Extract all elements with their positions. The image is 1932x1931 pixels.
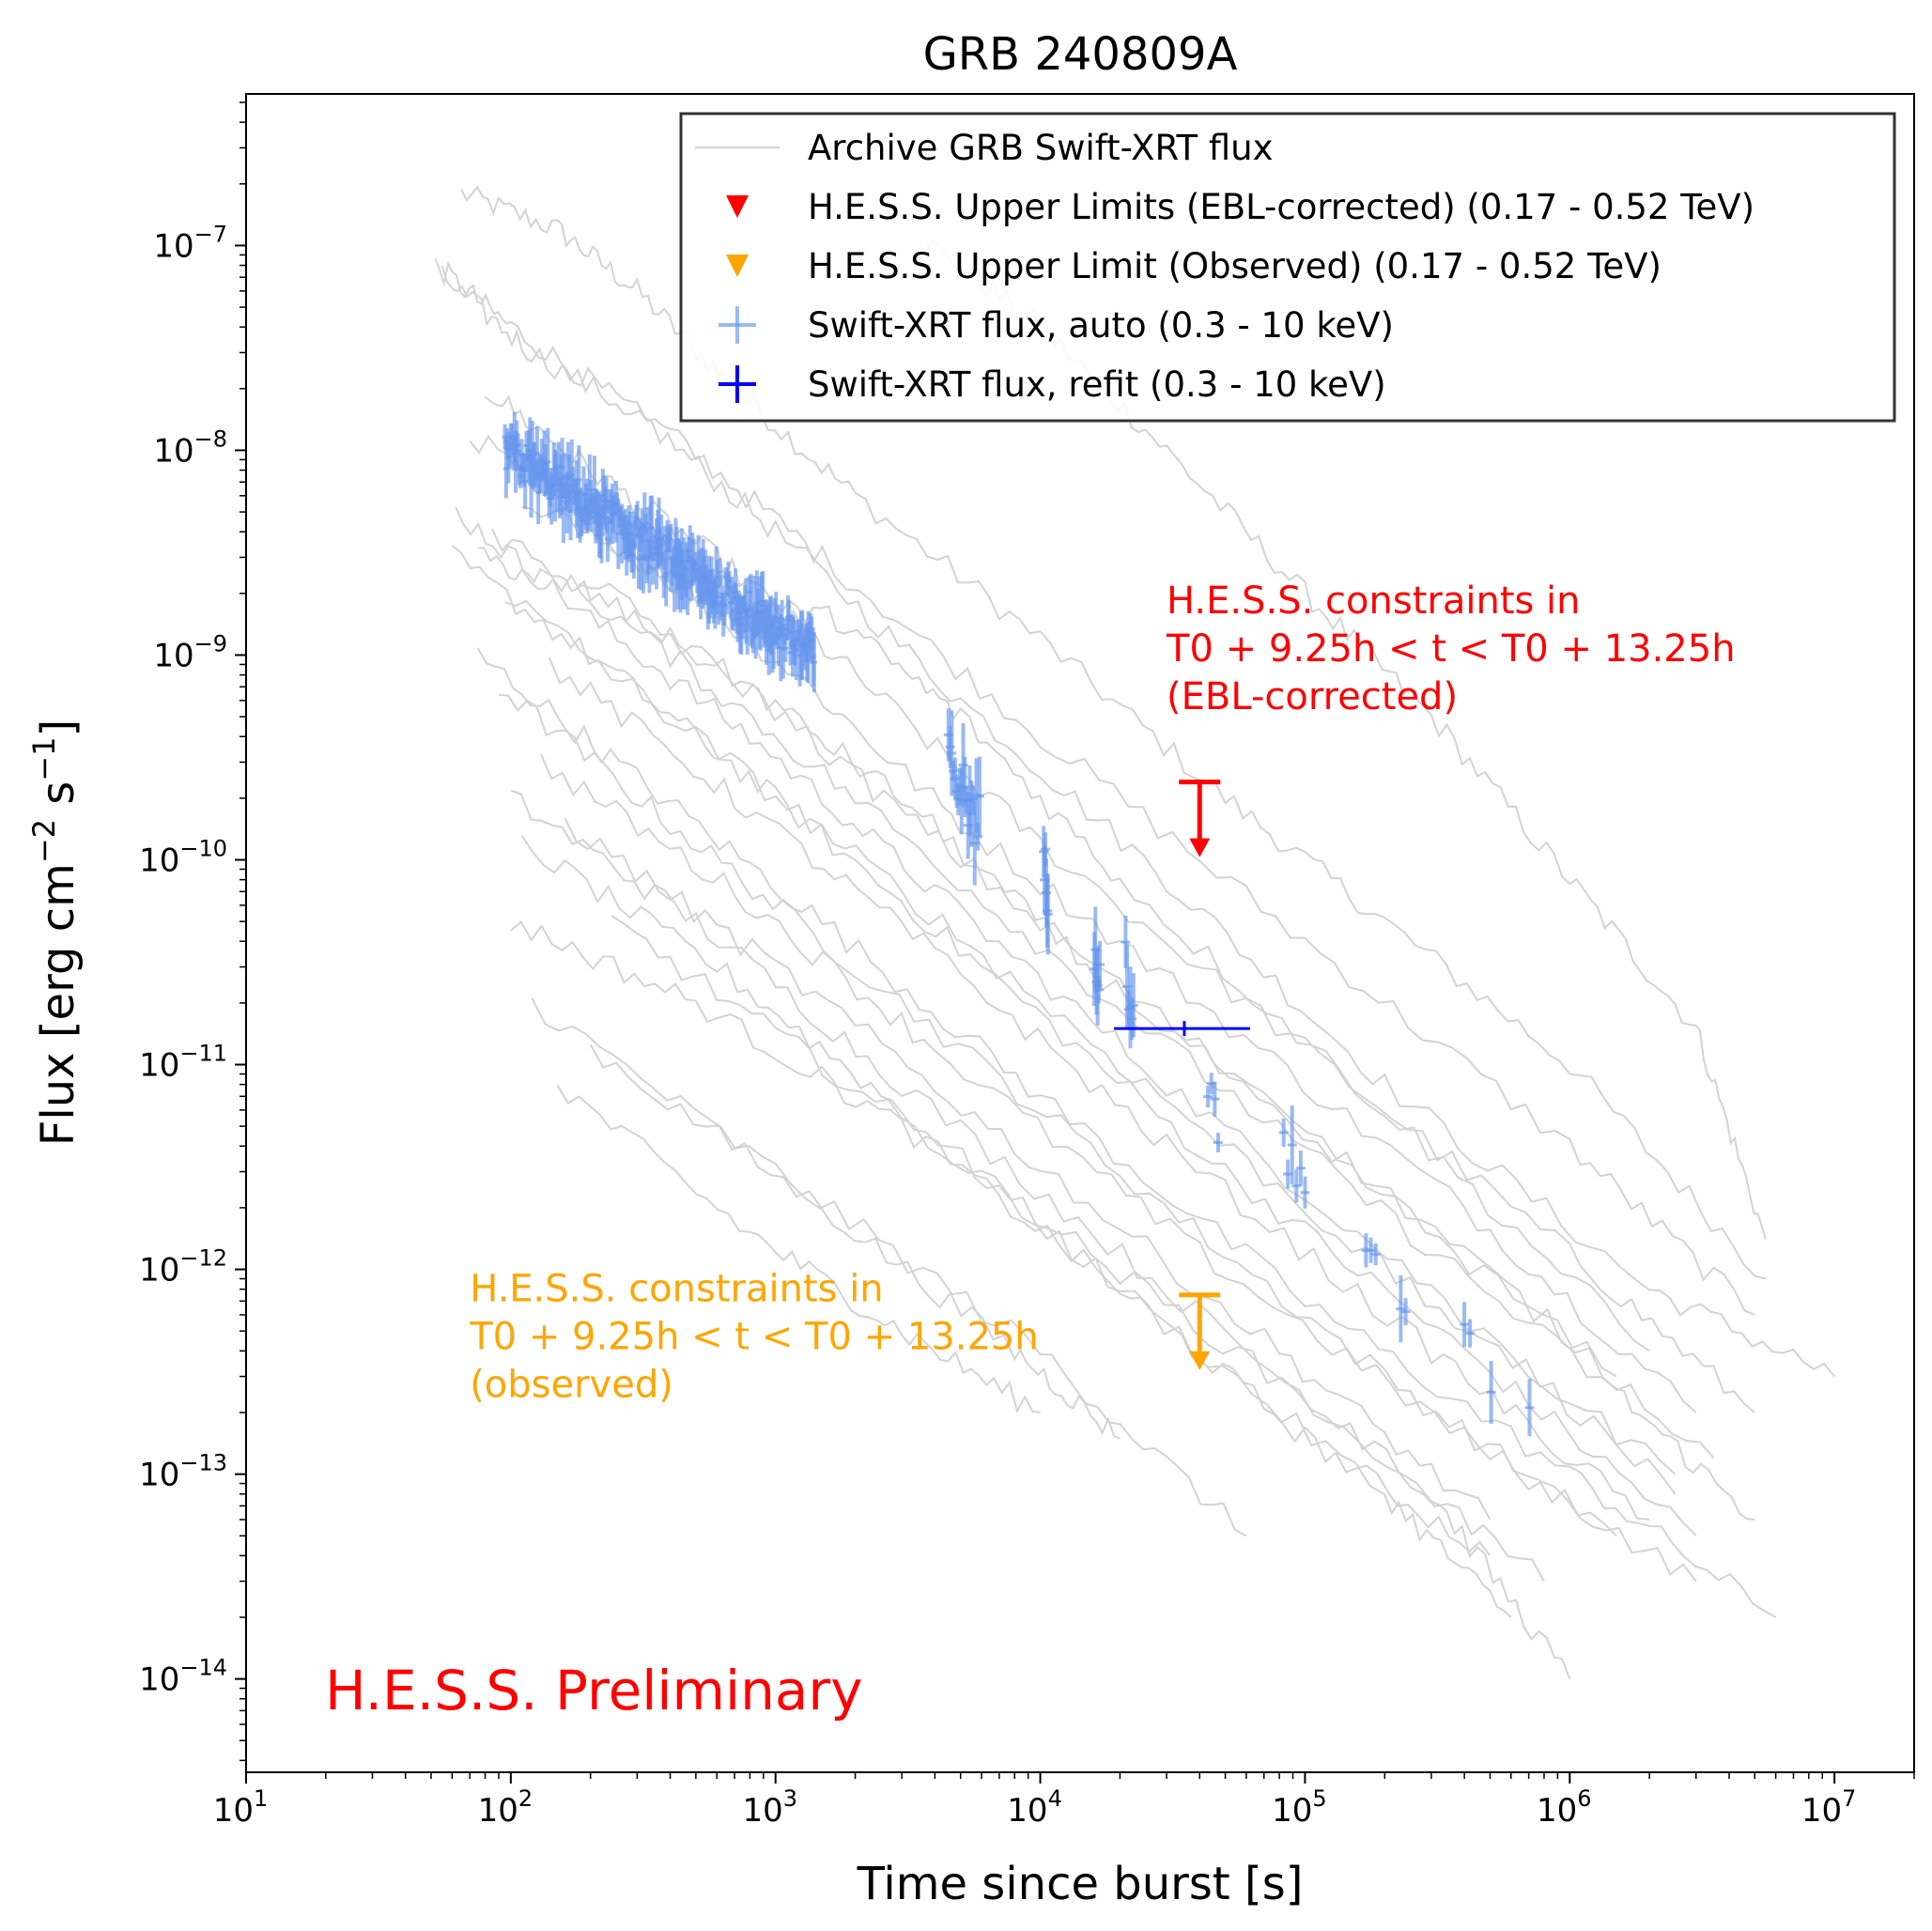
legend-item-1: H.E.S.S. Upper Limits (EBL-corrected) (0… <box>726 187 1754 227</box>
legend-box <box>679 112 1896 423</box>
x-tick-label: 107 <box>1801 1785 1857 1830</box>
y-tick-label: 10−12 <box>139 1245 227 1290</box>
annotation-1-line-0: H.E.S.S. constraints in <box>470 1267 883 1310</box>
legend-item-2: H.E.S.S. Upper Limit (Observed) (0.17 - … <box>726 246 1662 286</box>
legend-label: Swift-XRT flux, refit (0.3 - 10 keV) <box>808 364 1386 405</box>
archive-curve-14 <box>589 1043 1121 1440</box>
y-axis-label-exp2: −1 <box>26 737 62 781</box>
archive-curve-6 <box>455 506 1677 1495</box>
archive-curve-15 <box>510 919 1492 1556</box>
annotation-1-line-2: (observed) <box>470 1363 673 1406</box>
archive-curve-9 <box>498 693 1617 1537</box>
archive-curve-0 <box>460 185 1767 1280</box>
annotation-0-line-2: (EBL-corrected) <box>1167 675 1458 718</box>
y-axis-label-mid: s <box>32 781 85 819</box>
archive-curve-7 <box>451 545 1697 1537</box>
xrt-auto-group-7 <box>1361 1233 1381 1268</box>
y-axis-label-base: Flux [erg cm <box>32 863 85 1146</box>
xrt-auto-group-3 <box>1090 906 1105 1026</box>
y-tick-label: 10−13 <box>139 1450 227 1494</box>
archive-curve-24 <box>477 547 1617 1378</box>
xrt-auto-group-2 <box>1039 826 1053 955</box>
x-tick-label: 101 <box>213 1785 269 1830</box>
legend-label: Archive GRB Swift-XRT flux <box>808 128 1274 168</box>
xrt-auto-group-5 <box>1203 1073 1224 1152</box>
y-axis-label-end: ] <box>32 719 85 737</box>
legend-label: H.E.S.S. Upper Limit (Observed) (0.17 - … <box>808 246 1662 286</box>
annotation-0-line-0: H.E.S.S. constraints in <box>1167 579 1580 623</box>
xrt-auto-group-1 <box>943 708 984 886</box>
x-tick-label: 104 <box>1007 1785 1062 1830</box>
xrt-auto-group-4 <box>1121 915 1138 1049</box>
archive-curve-12 <box>531 997 1247 1537</box>
y-tick-label: 10−9 <box>153 630 227 674</box>
annotation-1-line-1: T0 + 9.25h < t < T0 + 13.25h <box>469 1315 1039 1358</box>
xrt-auto-group-0 <box>502 411 817 693</box>
x-tick-label: 105 <box>1272 1785 1327 1830</box>
axes-frame <box>245 93 1915 1773</box>
archive-curve-2 <box>434 257 1835 1378</box>
archive-curve-18 <box>504 599 1677 1475</box>
xrt-auto-group-10 <box>1486 1361 1496 1424</box>
archive-curve-10 <box>510 789 1571 1679</box>
xrt-auto-group-8 <box>1396 1274 1411 1343</box>
y-tick-label: 10−11 <box>139 1041 227 1085</box>
legend-item-4: Swift-XRT flux, refit (0.3 - 10 keV) <box>719 364 1386 405</box>
y-axis-label: Flux [erg cm−2 s−1] <box>26 719 85 1146</box>
legend: Archive GRB Swift-XRT flux H.E.S.S. Upper… <box>679 112 1896 423</box>
archive-curve-22 <box>578 582 1715 1459</box>
legend-swatch <box>726 195 749 218</box>
legend-item-0: Archive GRB Swift-XRT flux <box>695 128 1274 168</box>
axis-ticks: 101 102 103 104 105 106 107 10−14 10−13 10−12 10−1… <box>139 101 1915 1830</box>
x-tick-label: 106 <box>1537 1785 1592 1830</box>
archive-curve-13 <box>556 1085 1041 1414</box>
archive-curve-16 <box>540 753 1697 1583</box>
archive-curve-8 <box>476 647 1777 1618</box>
x-tick-label: 103 <box>742 1785 797 1830</box>
y-tick-label: 10−10 <box>139 835 227 879</box>
y-tick-label: 10−8 <box>153 425 227 470</box>
xrt-auto-group-9 <box>1460 1302 1476 1348</box>
xrt-auto-group-6 <box>1278 1105 1310 1209</box>
y-tick-label: 10−14 <box>139 1655 227 1699</box>
archive-curve-19 <box>521 505 1650 1352</box>
hess-ul-obs <box>1179 1292 1221 1370</box>
legend-swatch <box>726 255 749 277</box>
archive-curve-3 <box>440 265 1755 1316</box>
hess-ul-ebl <box>1179 780 1221 857</box>
preliminary-watermark: H.E.S.S. Preliminary <box>325 1659 863 1722</box>
xrt-refit-point <box>1114 1021 1250 1037</box>
chart-title: GRB 240809A <box>923 28 1238 81</box>
x-axis-label: Time since burst [s] <box>857 1858 1304 1910</box>
legend-item-3: Swift-XRT flux, auto (0.3 - 10 keV) <box>719 305 1394 346</box>
archive-curve-20 <box>564 817 1492 1521</box>
xrt-auto-points <box>502 411 1535 1437</box>
annotation-0-line-1: T0 + 9.25h < t < T0 + 13.25h <box>1166 627 1736 671</box>
y-axis-label-exp1: −2 <box>26 819 62 863</box>
archive-curves <box>434 185 1835 1679</box>
archive-curve-21 <box>611 915 1545 1583</box>
archive-curve-23 <box>549 657 1650 1521</box>
legend-label: Swift-XRT flux, auto (0.3 - 10 keV) <box>808 305 1394 346</box>
xrt-auto-group-11 <box>1524 1379 1535 1437</box>
legend-label: H.E.S.S. Upper Limits (EBL-corrected) (0… <box>808 187 1754 227</box>
x-tick-label: 102 <box>478 1785 533 1830</box>
y-tick-label: 10−7 <box>153 221 227 265</box>
hess-upper-limits <box>1179 780 1221 1370</box>
